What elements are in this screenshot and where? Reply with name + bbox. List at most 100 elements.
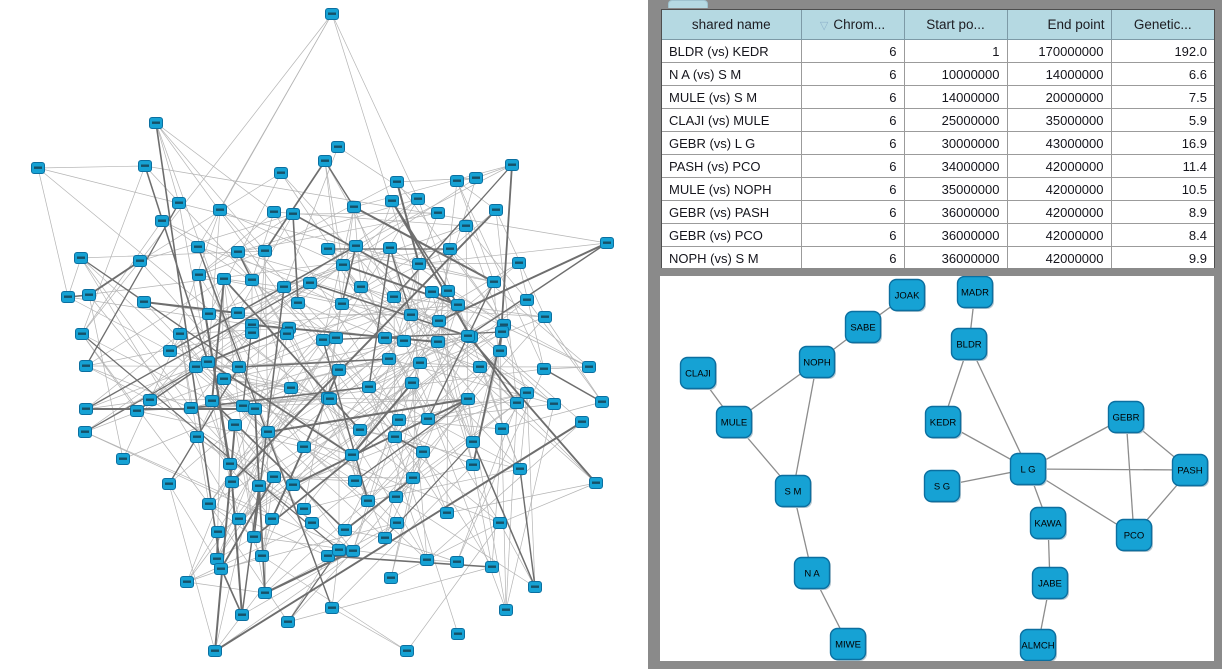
- cell-value[interactable]: 192.0: [1110, 39, 1214, 63]
- column-header-shared-name[interactable]: shared name: [662, 10, 802, 40]
- network-node[interactable]: [248, 403, 262, 415]
- cell-value[interactable]: 8.9: [1110, 200, 1214, 224]
- cell-value[interactable]: 36000000: [903, 200, 1008, 224]
- network-node[interactable]: [235, 609, 249, 621]
- cell-shared-name[interactable]: MULE (vs) S M: [662, 85, 802, 109]
- network-node[interactable]: [512, 257, 526, 269]
- network-node[interactable]: [547, 398, 561, 410]
- cell-value[interactable]: 6: [800, 85, 905, 109]
- network-node[interactable]: [346, 545, 360, 557]
- network-edge[interactable]: [1125, 416, 1135, 536]
- network-node[interactable]: [245, 327, 259, 339]
- network-node[interactable]: NOPH: [798, 345, 837, 380]
- cell-shared-name[interactable]: GEBR (vs) PASH: [662, 200, 802, 224]
- network-node[interactable]: [413, 357, 427, 369]
- cell-value[interactable]: 42000000: [1006, 223, 1112, 247]
- node-shape[interactable]: [844, 310, 882, 344]
- cell-shared-name[interactable]: CLAJI (vs) MULE: [662, 108, 802, 132]
- network-node[interactable]: [79, 403, 93, 415]
- network-node[interactable]: [305, 517, 319, 529]
- network-node[interactable]: [397, 335, 411, 347]
- network-node[interactable]: [345, 449, 359, 461]
- network-node[interactable]: ALMCH: [1019, 628, 1058, 662]
- network-node[interactable]: [600, 237, 614, 249]
- cell-shared-name[interactable]: GEBR (vs) PCO: [662, 223, 802, 247]
- network-node[interactable]: PASH: [1171, 453, 1210, 488]
- network-node[interactable]: [431, 207, 445, 219]
- network-node[interactable]: [338, 524, 352, 536]
- network-node[interactable]: [280, 328, 294, 340]
- node-shape[interactable]: [1107, 400, 1145, 434]
- network-node[interactable]: KEDR: [924, 405, 963, 440]
- network-node[interactable]: [149, 117, 163, 129]
- network-node[interactable]: [82, 289, 96, 301]
- network-node[interactable]: [493, 345, 507, 357]
- network-node[interactable]: [318, 155, 332, 167]
- node-shape[interactable]: [715, 405, 753, 439]
- network-node[interactable]: [133, 255, 147, 267]
- network-node[interactable]: [286, 208, 300, 220]
- cell-value[interactable]: 10.5: [1110, 177, 1214, 201]
- network-node[interactable]: [213, 204, 227, 216]
- network-node[interactable]: [335, 298, 349, 310]
- network-node[interactable]: [258, 587, 272, 599]
- network-node[interactable]: S M: [774, 474, 813, 509]
- network-node[interactable]: [228, 419, 242, 431]
- network-node[interactable]: [400, 645, 414, 657]
- network-node[interactable]: [388, 431, 402, 443]
- network-node[interactable]: CLAJI: [679, 356, 718, 391]
- network-node[interactable]: KAWA: [1029, 506, 1068, 541]
- network-node[interactable]: [321, 550, 335, 562]
- node-shape[interactable]: [1029, 506, 1067, 540]
- network-node[interactable]: [485, 561, 499, 573]
- network-node[interactable]: [323, 393, 337, 405]
- node-shape[interactable]: [923, 469, 961, 503]
- cell-value[interactable]: 6: [800, 154, 905, 178]
- network-node[interactable]: [425, 286, 439, 298]
- cell-shared-name[interactable]: PASH (vs) PCO: [662, 154, 802, 178]
- node-shape[interactable]: [793, 556, 831, 590]
- network-node[interactable]: [217, 273, 231, 285]
- column-header-startpo[interactable]: Start po...: [903, 10, 1008, 40]
- network-node[interactable]: S G: [923, 469, 962, 504]
- column-header-chrom[interactable]: ▽ Chrom...: [800, 10, 905, 40]
- network-node[interactable]: [252, 480, 266, 492]
- network-node[interactable]: [361, 495, 375, 507]
- network-node[interactable]: [214, 563, 228, 575]
- network-node[interactable]: [267, 206, 281, 218]
- network-node[interactable]: [172, 197, 186, 209]
- network-node[interactable]: [528, 581, 542, 593]
- cell-value[interactable]: 9.9: [1110, 246, 1214, 269]
- table-row[interactable]: MULE (vs) S M 6 14000000 20000000 7.5: [662, 85, 1214, 109]
- cell-value[interactable]: 42000000: [1006, 177, 1112, 201]
- cell-value[interactable]: 36000000: [903, 246, 1008, 269]
- network-node[interactable]: [231, 307, 245, 319]
- cell-value[interactable]: 36000000: [903, 223, 1008, 247]
- network-node[interactable]: [385, 195, 399, 207]
- network-node[interactable]: [451, 628, 465, 640]
- network-node[interactable]: [575, 416, 589, 428]
- network-node[interactable]: [297, 441, 311, 453]
- network-node[interactable]: [202, 498, 216, 510]
- table-row[interactable]: PASH (vs) PCO 6 34000000 42000000 11.4: [662, 154, 1214, 178]
- network-node[interactable]: [162, 478, 176, 490]
- network-node[interactable]: [459, 220, 473, 232]
- cell-value[interactable]: 170000000: [1006, 39, 1112, 63]
- network-node[interactable]: [404, 309, 418, 321]
- table-row[interactable]: GEBR (vs) L G 6 30000000 43000000 16.9: [662, 131, 1214, 155]
- cell-value[interactable]: 16.9: [1110, 131, 1214, 155]
- cell-value[interactable]: 6: [800, 246, 905, 269]
- table-row[interactable]: MULE (vs) NOPH 6 35000000 42000000 10.5: [662, 177, 1214, 201]
- network-node[interactable]: MIWE: [829, 627, 868, 662]
- network-node[interactable]: [513, 463, 527, 475]
- network-node[interactable]: [443, 243, 457, 255]
- cell-value[interactable]: 10000000: [903, 62, 1008, 86]
- network-node[interactable]: [520, 294, 534, 306]
- network-node[interactable]: [143, 394, 157, 406]
- network-node[interactable]: [582, 361, 596, 373]
- network-edge[interactable]: [792, 361, 818, 492]
- network-node[interactable]: [217, 373, 231, 385]
- network-node[interactable]: [138, 160, 152, 172]
- cell-value[interactable]: 1: [903, 39, 1008, 63]
- network-node[interactable]: JOAK: [888, 278, 927, 313]
